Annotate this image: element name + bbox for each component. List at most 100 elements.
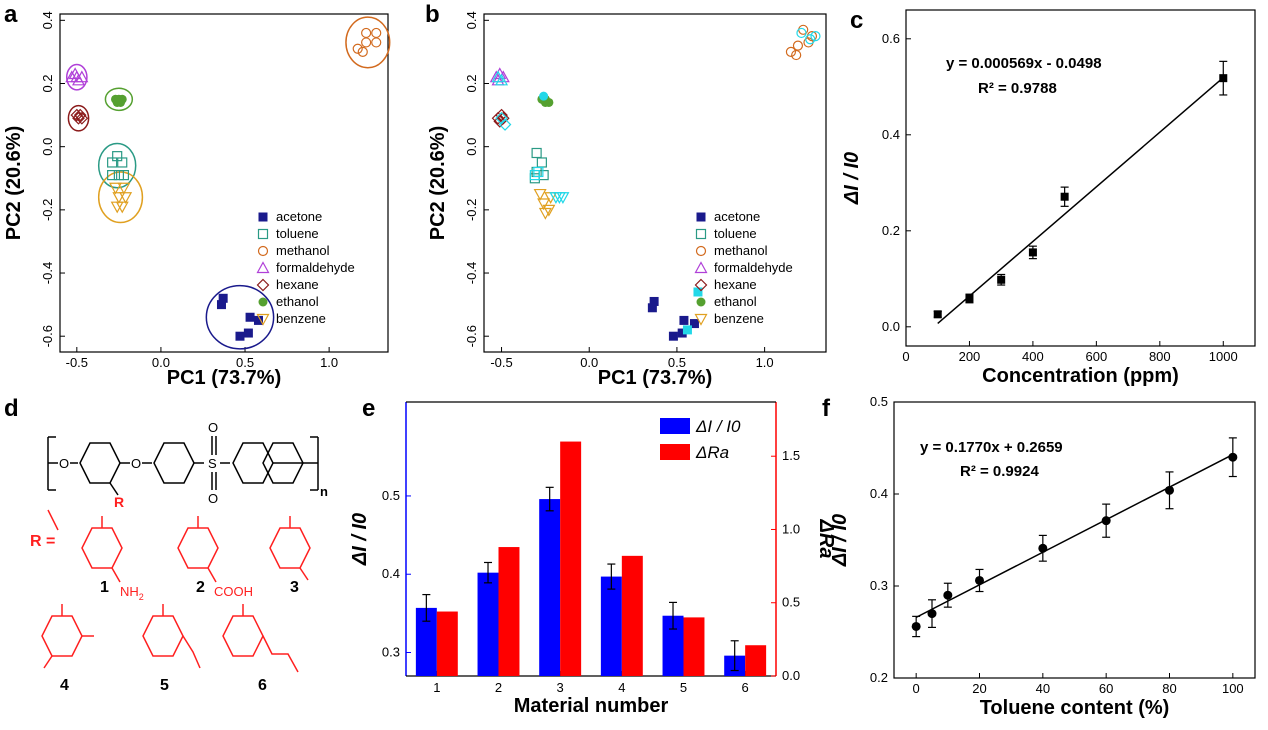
- y-tick-label: -0.6: [464, 325, 479, 347]
- r-squared: R² = 0.9924: [960, 463, 1039, 480]
- y-tick-label-right: 0.5: [782, 595, 800, 610]
- point-cyan: [796, 27, 807, 39]
- point-cyan: [810, 31, 821, 42]
- legend-label-toluene: toluene: [276, 226, 319, 241]
- point-cyan: [805, 34, 816, 45]
- y-axis-label: ΔI / I0: [829, 514, 851, 567]
- y-tick-label-right: 0.0: [782, 668, 800, 683]
- point-cyan: [533, 166, 544, 178]
- y-axis-label-right: ΔRa: [815, 519, 837, 559]
- x-tick-label: 0: [913, 681, 920, 696]
- point-cyan: [495, 73, 509, 86]
- data-point: [965, 294, 974, 303]
- legend-label-toluene: toluene: [714, 226, 757, 241]
- point-benzene: [542, 204, 556, 217]
- x-tick-label: 1: [433, 680, 440, 695]
- legend-marker-methanol: [695, 245, 707, 257]
- data-point: [997, 275, 1006, 284]
- data-point: [1165, 485, 1174, 495]
- x-tick-label: 1000: [1209, 349, 1238, 364]
- fit-equation: y = 0.1770x + 0.2659: [920, 439, 1063, 456]
- cluster-ellipse-formaldehyde: [65, 63, 88, 91]
- data-point: [1101, 516, 1111, 526]
- y-tick-label: -0.2: [40, 199, 55, 221]
- point-methanol: [361, 27, 372, 39]
- point-hexane: [73, 108, 87, 122]
- point-benzene: [533, 188, 547, 201]
- compound-number-3: 3: [290, 579, 299, 596]
- bar-delta-i: [600, 576, 622, 676]
- point-formaldehyde: [68, 67, 82, 80]
- x-axis-label: PC1 (73.7%): [167, 367, 282, 389]
- nh2-subscript: 2: [139, 592, 144, 602]
- x-tick-label: 1.0: [756, 355, 774, 370]
- panel-label-d: d: [4, 395, 19, 422]
- point-cyan: [498, 118, 512, 131]
- compound-number-4: 4: [60, 677, 69, 694]
- x-tick-label: 0.5: [668, 355, 686, 370]
- compound-number-5: 5: [160, 677, 169, 694]
- legend-marker-hexane: [694, 278, 708, 292]
- y-tick-label: 0.4: [882, 127, 900, 142]
- point-acetone: [245, 312, 255, 322]
- bar-delta-ra: [560, 441, 582, 676]
- point-hexane: [72, 111, 85, 125]
- bar-delta-ra: [436, 611, 458, 676]
- x-tick-label: 20: [972, 681, 986, 696]
- point-methanol: [792, 40, 804, 51]
- x-tick-label: 3: [557, 680, 564, 695]
- point-hexane: [75, 111, 89, 125]
- point-acetone: [668, 331, 678, 341]
- chart-c-concentration: 0 200 400 600 800 1000 0.0 0.2 0.4 0.6 Concentrati…: [841, 9, 1256, 387]
- point-toluene: [538, 170, 549, 181]
- legend-marker-benzene: [694, 313, 708, 326]
- oxygen-4: O: [208, 491, 218, 506]
- data-point: [911, 621, 921, 631]
- x-tick-label: 600: [1086, 349, 1108, 364]
- point-cyan: [495, 111, 508, 125]
- plot-frame: [483, 13, 827, 353]
- point-methanol: [357, 46, 368, 58]
- legend-label-acetone: acetone: [714, 209, 760, 224]
- r-equals: R =: [30, 533, 55, 550]
- x-tick-label: 5: [680, 680, 687, 695]
- data-point: [927, 609, 937, 619]
- chart-a-pca-scatter: -0.5 0.0 0.5 1.0 -0.6 -0.4 -0.2 0.0 0.2 0.4 PC1 (7…: [3, 11, 391, 389]
- point-acetone: [677, 328, 687, 338]
- bar-delta-ra: [745, 645, 767, 676]
- legend-label-delta-ra: ΔRa: [695, 443, 729, 462]
- y-tick-label: -0.6: [40, 325, 55, 347]
- point-methanol: [361, 37, 372, 48]
- y-axis-label-left: ΔI / I0: [349, 513, 371, 566]
- x-tick-label: 4: [618, 680, 625, 695]
- y-tick-label-right: 1.5: [782, 448, 800, 463]
- point-benzene: [537, 198, 551, 211]
- x-tick-label: 200: [959, 349, 981, 364]
- point-hexane: [493, 115, 507, 128]
- x-tick-label: 400: [1022, 349, 1044, 364]
- y-axis-label: PC2 (20.6%): [427, 126, 449, 241]
- legend-label-ethanol: ethanol: [714, 294, 757, 309]
- y-tick-label-left: 0.5: [382, 488, 400, 503]
- y-tick-label: -0.2: [464, 199, 479, 221]
- legend-label-benzene: benzene: [276, 311, 326, 326]
- panel-label-a: a: [4, 1, 18, 28]
- point-methanol: [371, 37, 382, 48]
- y-tick-label: 0.0: [40, 138, 55, 156]
- chemical-structures: O O S O O n R R: [30, 420, 328, 694]
- panel-label-b: b: [425, 1, 440, 28]
- point-toluene: [118, 170, 130, 181]
- y-tick-label: 0.3: [870, 578, 888, 593]
- y-tick-label: 0.4: [870, 486, 888, 501]
- fit-line: [937, 77, 1224, 324]
- x-tick-label: 80: [1162, 681, 1176, 696]
- y-tick-label: 0.2: [464, 74, 479, 92]
- point-benzene: [112, 192, 126, 204]
- cluster-ellipse-toluene: [97, 142, 137, 189]
- y-tick-label: 0.4: [464, 11, 479, 29]
- nh2-group: NH2: [120, 584, 144, 602]
- legend-swatch-delta-i: [660, 418, 690, 434]
- cluster-ellipse-hexane: [67, 104, 90, 132]
- data-point: [1219, 74, 1228, 83]
